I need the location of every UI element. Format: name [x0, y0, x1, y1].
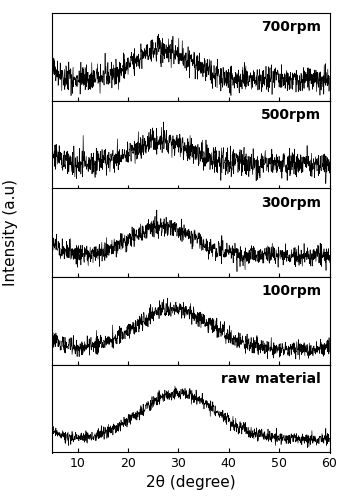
- Text: 700rpm: 700rpm: [261, 20, 321, 34]
- Text: raw material: raw material: [221, 372, 321, 386]
- Text: Intensity (a.u): Intensity (a.u): [3, 179, 18, 286]
- X-axis label: 2θ (degree): 2θ (degree): [146, 474, 236, 490]
- Text: 100rpm: 100rpm: [261, 284, 321, 298]
- Text: 300rpm: 300rpm: [261, 196, 321, 209]
- Text: 500rpm: 500rpm: [261, 108, 321, 122]
